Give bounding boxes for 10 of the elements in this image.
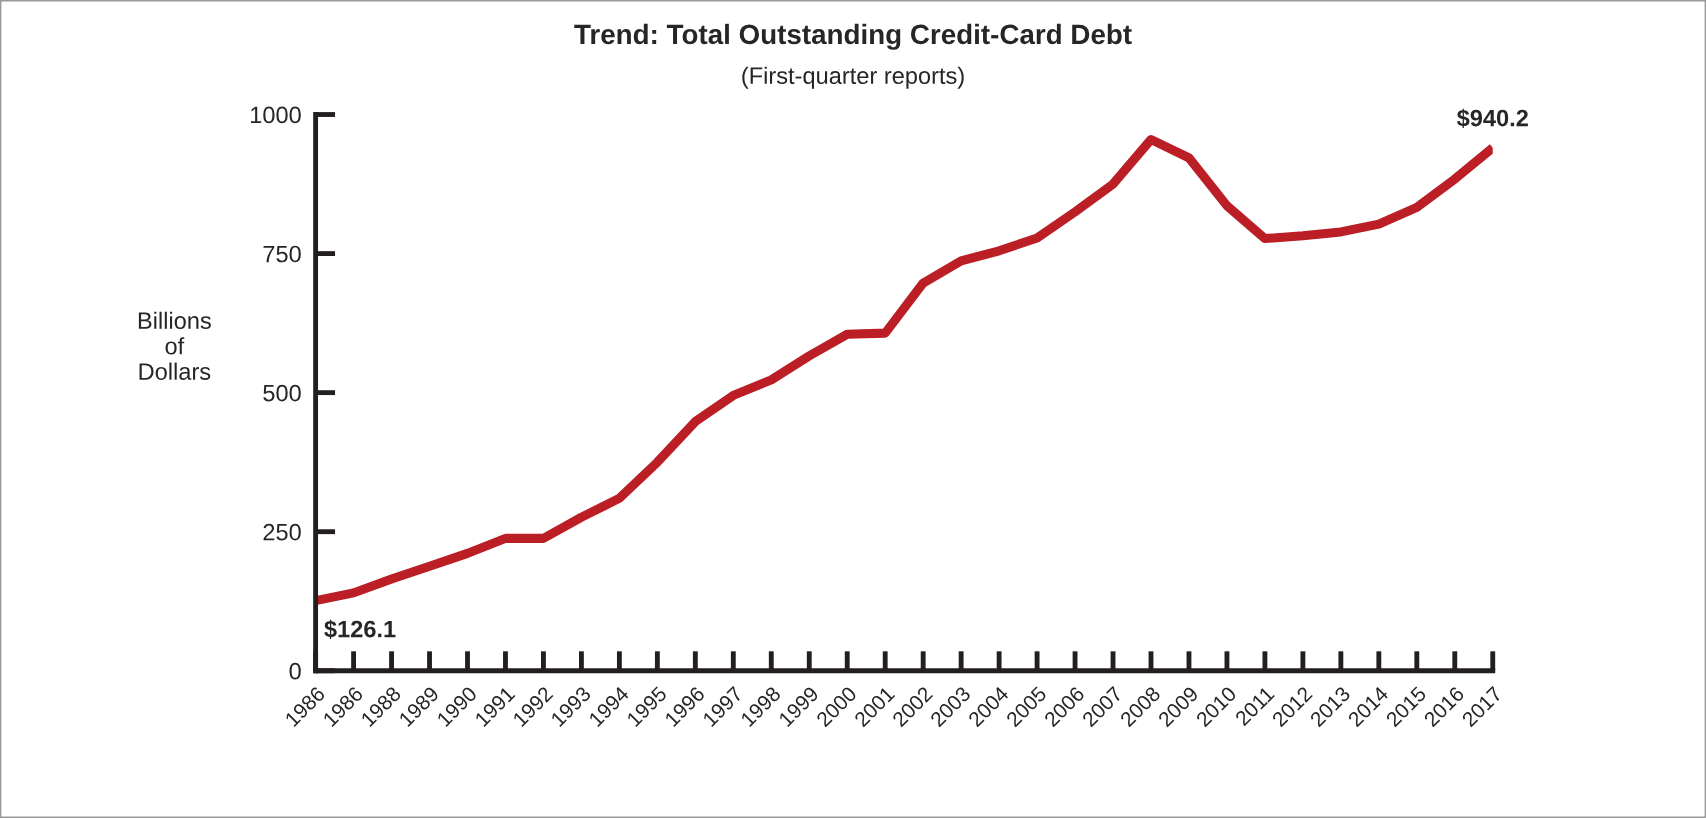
y-tick-label: 1000: [251, 106, 301, 124]
y-tick-label: 0: [289, 662, 301, 680]
y-axis-title: Billions of Dollars: [138, 311, 211, 380]
data-label: $126.1: [324, 619, 396, 639]
chart-subtitle: (First-quarter reports): [742, 66, 964, 89]
chart-title: Trend: Total Outstanding Credit-Card Debt: [574, 23, 1132, 50]
y-tick-label: 250: [263, 523, 301, 541]
y-tick-label: 750: [263, 245, 301, 263]
data-label: $940.2: [1456, 108, 1528, 128]
y-tick-label: 500: [263, 384, 301, 402]
